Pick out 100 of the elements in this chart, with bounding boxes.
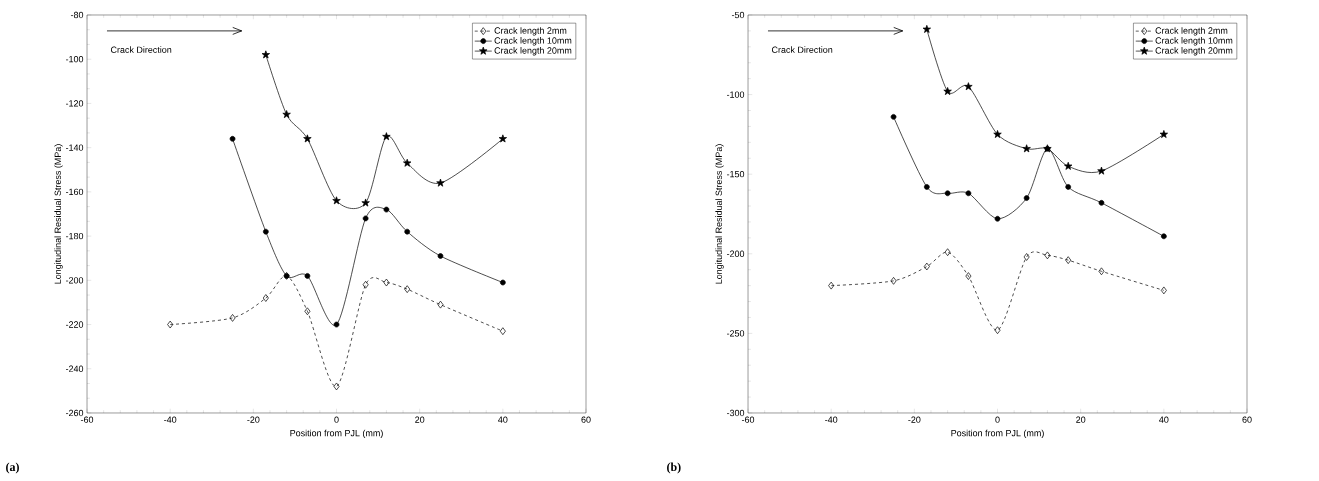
legend-label: Crack length 2mm xyxy=(1155,27,1228,36)
point xyxy=(828,281,835,290)
point xyxy=(229,314,236,322)
legend-label: Crack length 20mm xyxy=(494,47,572,56)
point xyxy=(1065,256,1072,264)
annotation: Crack Direction xyxy=(110,46,172,53)
y-axis-title: Longitudinal Residual Stress (MPa) xyxy=(54,144,63,284)
x-tick-label: 20 xyxy=(415,416,425,423)
y-tick-label: -260 xyxy=(65,409,84,417)
legend-label: Crack length 2mm xyxy=(494,27,567,36)
point xyxy=(437,300,444,309)
point xyxy=(965,190,972,197)
point xyxy=(944,248,951,257)
annotation: Crack Direction xyxy=(771,46,833,53)
y-tick-label: -100 xyxy=(726,91,745,98)
x-tick-label: 0 xyxy=(995,416,1000,423)
point xyxy=(303,134,312,143)
point xyxy=(1022,144,1031,153)
point xyxy=(383,278,390,287)
point xyxy=(333,321,340,328)
point xyxy=(383,206,390,213)
point xyxy=(943,87,952,95)
x-tick-label: -60 xyxy=(80,416,94,423)
x-tick-label: 40 xyxy=(498,416,508,423)
y-tick-label: -160 xyxy=(65,188,84,196)
x-tick-label: 40 xyxy=(1159,416,1169,423)
x-tick-label: 60 xyxy=(1242,416,1252,423)
point xyxy=(944,190,951,197)
point xyxy=(437,253,444,259)
point xyxy=(262,228,269,235)
point xyxy=(261,50,270,59)
x-axis-title: Position from PJL (mm) xyxy=(290,429,383,439)
y-tick-label: -140 xyxy=(65,144,84,151)
point xyxy=(262,294,269,302)
point xyxy=(499,327,506,336)
point xyxy=(1159,130,1168,138)
y-tick-label: -120 xyxy=(65,100,84,107)
text: (a) xyxy=(6,462,19,474)
point xyxy=(229,135,236,142)
point xyxy=(304,273,311,279)
x-tick-label: -20 xyxy=(247,416,260,423)
point xyxy=(498,134,507,143)
legend-label: Crack length 10mm xyxy=(1155,37,1233,46)
point xyxy=(1097,166,1106,175)
y-tick-label: -150 xyxy=(726,171,745,178)
point xyxy=(362,215,369,222)
x-axis-title: Position from PJL (mm) xyxy=(951,429,1044,439)
x-tick-label: -40 xyxy=(825,416,838,423)
x-tick-label: -60 xyxy=(741,416,755,423)
y-tick-label: -50 xyxy=(731,11,745,19)
point xyxy=(1160,286,1167,295)
x-tick-label: 20 xyxy=(1076,416,1086,423)
point xyxy=(361,198,370,207)
point xyxy=(282,110,291,119)
y-tick-label: -200 xyxy=(65,277,84,284)
point xyxy=(333,382,340,391)
y-tick-label: -100 xyxy=(65,56,84,63)
point xyxy=(993,130,1002,138)
point xyxy=(167,320,174,329)
y-tick-label: -250 xyxy=(726,330,745,337)
x-tick-label: 0 xyxy=(334,416,339,423)
point xyxy=(404,228,411,235)
y-tick-label: -200 xyxy=(726,250,745,257)
point xyxy=(1064,161,1073,170)
point xyxy=(1098,267,1105,276)
point xyxy=(500,279,506,286)
point xyxy=(890,114,897,120)
y-axis-title: Longitudinal Residual Stress (MPa) xyxy=(715,144,724,284)
legend-label: Crack length 10mm xyxy=(494,37,572,46)
text: (b) xyxy=(667,462,681,474)
point xyxy=(923,184,930,190)
point xyxy=(403,158,412,167)
legend-label: Crack length 20mm xyxy=(1155,47,1233,56)
point xyxy=(994,215,1001,222)
y-tick-label: -300 xyxy=(726,409,745,417)
x-tick-label: -40 xyxy=(164,416,177,423)
x-tick-label: 60 xyxy=(581,416,591,423)
y-tick-label: -220 xyxy=(65,321,84,328)
point xyxy=(404,285,411,293)
y-tick-label: -240 xyxy=(65,365,84,372)
point xyxy=(1044,251,1051,260)
point xyxy=(890,277,897,285)
point xyxy=(382,132,391,141)
point xyxy=(1023,253,1030,261)
point xyxy=(436,178,445,187)
point xyxy=(922,24,931,33)
point xyxy=(1023,195,1030,201)
point xyxy=(965,272,972,280)
point xyxy=(362,280,369,289)
point xyxy=(994,326,1001,335)
y-tick-label: -80 xyxy=(70,11,84,19)
point xyxy=(332,196,341,205)
point xyxy=(923,262,930,271)
point xyxy=(304,307,311,316)
point xyxy=(1161,233,1167,240)
y-tick-label: -180 xyxy=(65,232,84,240)
point xyxy=(1098,200,1105,206)
point xyxy=(964,82,973,91)
x-tick-label: -20 xyxy=(908,416,921,423)
point xyxy=(1065,184,1072,190)
